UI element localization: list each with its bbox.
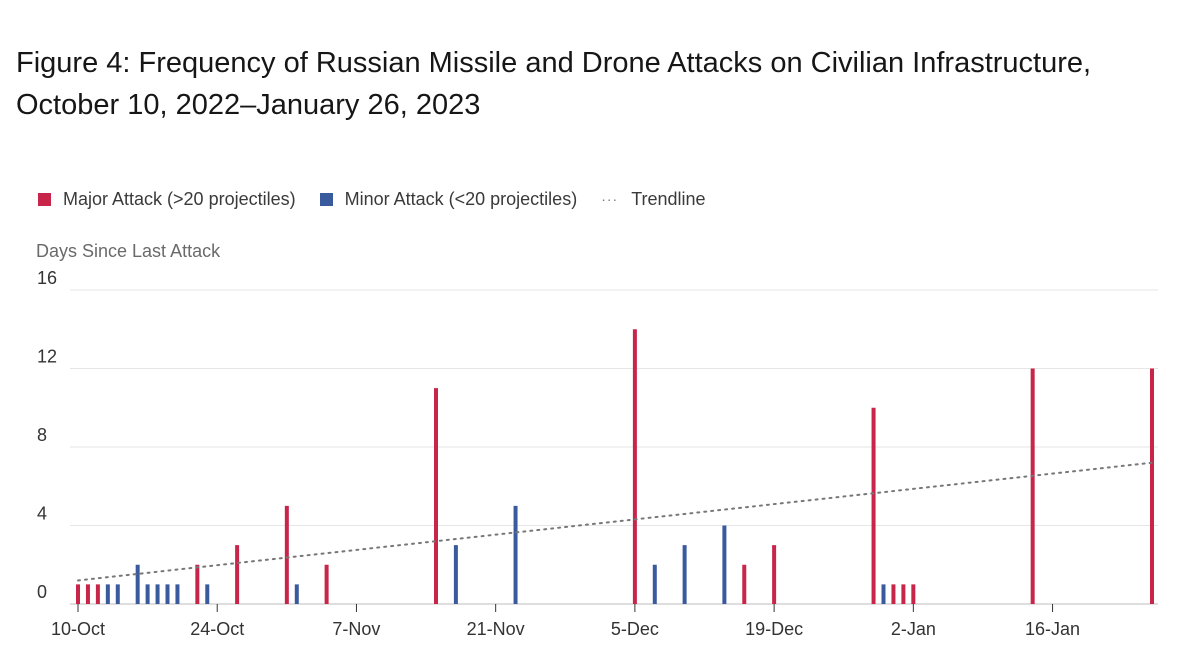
- minor-attack-bar: [145, 584, 150, 604]
- major-attack-bar: [1030, 368, 1035, 604]
- chart-legend: Major Attack (>20 projectiles) Minor Att…: [38, 186, 730, 212]
- major-attack-bar: [195, 564, 200, 604]
- major-attack-bar: [772, 545, 777, 604]
- y-tick-label: 16: [37, 270, 57, 288]
- minor-attack-bar: [453, 545, 458, 604]
- legend-label-minor: Minor Attack (<20 projectiles): [344, 188, 578, 209]
- y-tick-label: 8: [37, 425, 47, 445]
- trendline: [77, 461, 1153, 582]
- minor-attack-bar: [105, 584, 110, 604]
- x-tick-label: 2-Jan: [891, 619, 936, 639]
- legend-item-major: Major Attack (>20 projectiles): [38, 189, 296, 210]
- major-attack-bar: [95, 584, 100, 604]
- minor-attack-bar: [682, 545, 687, 604]
- minor-attack-bar: [722, 525, 727, 604]
- minor-attack-bar: [115, 584, 120, 604]
- minor-attack-bar: [175, 584, 180, 604]
- y-tick-label: 12: [37, 347, 57, 367]
- y-tick-label: 4: [37, 504, 47, 524]
- legend-swatch-trendline: ···: [601, 191, 619, 207]
- x-tick-label: 19-Dec: [745, 619, 803, 639]
- major-attack-bar: [284, 505, 289, 604]
- minor-attack-bar: [294, 584, 299, 604]
- minor-attack-bar: [513, 505, 518, 604]
- chart-title: Figure 4: Frequency of Russian Missile a…: [16, 47, 1092, 121]
- major-attack-bar: [235, 545, 240, 604]
- x-tick-label: 10-Oct: [51, 619, 105, 639]
- major-attack-bar: [1150, 368, 1154, 604]
- legend-label-major: Major Attack (>20 projectiles): [63, 188, 296, 209]
- major-attack-bar: [76, 584, 80, 604]
- major-attack-bar: [901, 584, 906, 604]
- major-attack-bar: [911, 584, 916, 604]
- major-attack-bar: [85, 584, 90, 604]
- legend-swatch-minor: [319, 192, 333, 206]
- legend-item-trendline: ··· Trendline: [601, 189, 705, 210]
- major-attack-bar: [891, 584, 896, 604]
- major-attack-bar: [324, 564, 329, 604]
- minor-attack-bar: [155, 584, 160, 604]
- minor-attack-bar: [205, 584, 210, 604]
- x-tick-label: 24-Oct: [190, 619, 244, 639]
- major-attack-bar: [632, 329, 637, 604]
- x-tick-label: 7-Nov: [332, 619, 380, 639]
- major-attack-bar: [742, 564, 747, 604]
- major-attack-bar: [871, 407, 876, 604]
- minor-attack-bar: [135, 564, 140, 604]
- x-tick-label: 5-Dec: [611, 619, 659, 639]
- y-axis-label: Days Since Last Attack: [36, 241, 221, 261]
- legend-item-minor: Minor Attack (<20 projectiles): [319, 188, 578, 210]
- major-attack-bar: [434, 388, 438, 604]
- x-tick-label: 21-Nov: [467, 619, 525, 639]
- x-tick-label: 16-Jan: [1025, 619, 1080, 639]
- minor-attack-bar: [881, 584, 886, 604]
- legend-label-trendline: Trendline: [631, 188, 706, 209]
- minor-attack-bar: [165, 584, 170, 604]
- chart-plot: 0 4 8 12 16 10-Oct 24-Oct 7-Nov 21-Nov 5-Dec 19-De…: [37, 270, 1158, 639]
- minor-attack-bar: [652, 564, 657, 604]
- legend-swatch-major: [38, 192, 51, 206]
- y-tick-label: 0: [37, 582, 47, 602]
